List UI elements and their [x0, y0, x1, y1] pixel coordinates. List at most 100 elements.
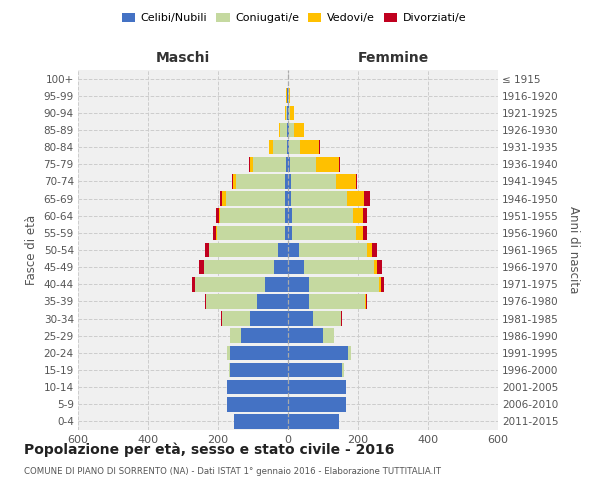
Bar	[221, 192, 226, 206]
Bar	[363, 226, 367, 240]
Bar	[192, 277, 195, 291]
Bar	[199, 260, 203, 274]
Bar	[226, 192, 285, 206]
Bar	[316, 157, 339, 172]
Bar	[195, 277, 265, 291]
Y-axis label: Fasce di età: Fasce di età	[25, 215, 38, 285]
Bar	[218, 208, 220, 223]
Bar	[356, 174, 358, 188]
Bar	[374, 260, 377, 274]
Bar	[288, 106, 289, 120]
Bar	[287, 106, 288, 120]
Text: Popolazione per età, sesso e stato civile - 2016: Popolazione per età, sesso e stato civil…	[24, 442, 394, 457]
Bar	[356, 226, 363, 240]
Bar	[288, 380, 346, 394]
Text: Maschi: Maschi	[156, 51, 210, 65]
Bar	[288, 157, 290, 172]
Bar	[216, 226, 217, 240]
Bar	[287, 88, 288, 103]
Bar	[288, 414, 339, 428]
Bar	[288, 294, 309, 308]
Bar	[347, 192, 364, 206]
Bar	[250, 157, 253, 172]
Bar	[205, 242, 209, 258]
Bar	[287, 140, 288, 154]
Bar	[381, 277, 384, 291]
Bar	[304, 260, 374, 274]
Bar	[229, 362, 230, 378]
Bar	[353, 208, 363, 223]
Bar	[347, 346, 351, 360]
Bar	[205, 294, 206, 308]
Bar	[288, 328, 323, 343]
Bar	[342, 362, 344, 378]
Bar	[291, 192, 347, 206]
Bar	[291, 174, 337, 188]
Bar	[288, 397, 346, 411]
Bar	[234, 414, 288, 428]
Bar	[277, 242, 288, 258]
Bar	[220, 192, 221, 206]
Bar	[365, 294, 366, 308]
Bar	[286, 157, 288, 172]
Bar	[227, 346, 230, 360]
Bar	[227, 397, 288, 411]
Bar	[230, 328, 241, 343]
Bar	[209, 242, 277, 258]
Bar	[319, 140, 320, 154]
Bar	[253, 157, 286, 172]
Bar	[269, 140, 273, 154]
Bar	[313, 312, 341, 326]
Bar	[323, 328, 334, 343]
Bar	[367, 242, 372, 258]
Bar	[284, 106, 286, 120]
Bar	[290, 106, 294, 120]
Bar	[287, 122, 288, 138]
Bar	[288, 312, 313, 326]
Bar	[337, 174, 356, 188]
Text: Femmine: Femmine	[358, 51, 428, 65]
Bar	[289, 106, 290, 120]
Bar	[309, 277, 379, 291]
Bar	[379, 277, 381, 291]
Bar	[285, 226, 288, 240]
Bar	[273, 140, 287, 154]
Bar	[294, 122, 304, 138]
Bar	[241, 328, 288, 343]
Legend: Celibi/Nubili, Coniugati/e, Vedovi/e, Divorziati/e: Celibi/Nubili, Coniugati/e, Vedovi/e, Di…	[118, 8, 470, 28]
Bar	[289, 88, 290, 103]
Bar	[288, 277, 309, 291]
Bar	[236, 174, 285, 188]
Bar	[216, 208, 218, 223]
Bar	[288, 226, 292, 240]
Bar	[288, 346, 347, 360]
Bar	[220, 208, 285, 223]
Bar	[285, 192, 288, 206]
Bar	[230, 362, 288, 378]
Bar	[289, 140, 299, 154]
Bar	[233, 174, 236, 188]
Bar	[288, 208, 292, 223]
Bar	[274, 260, 288, 274]
Bar	[288, 242, 299, 258]
Bar	[377, 260, 382, 274]
Bar	[290, 157, 316, 172]
Bar	[230, 346, 288, 360]
Bar	[292, 208, 353, 223]
Text: COMUNE DI PIANO DI SORRENTO (NA) - Dati ISTAT 1° gennaio 2016 - Elaborazione TUT: COMUNE DI PIANO DI SORRENTO (NA) - Dati …	[24, 468, 441, 476]
Bar	[309, 294, 365, 308]
Bar	[285, 208, 288, 223]
Bar	[292, 226, 356, 240]
Bar	[232, 174, 233, 188]
Bar	[288, 192, 291, 206]
Bar	[299, 242, 367, 258]
Bar	[204, 260, 274, 274]
Bar	[250, 312, 288, 326]
Bar	[213, 226, 216, 240]
Bar	[363, 208, 367, 223]
Bar	[288, 362, 342, 378]
Bar	[288, 260, 304, 274]
Bar	[265, 277, 288, 291]
Bar	[366, 294, 367, 308]
Bar	[278, 122, 280, 138]
